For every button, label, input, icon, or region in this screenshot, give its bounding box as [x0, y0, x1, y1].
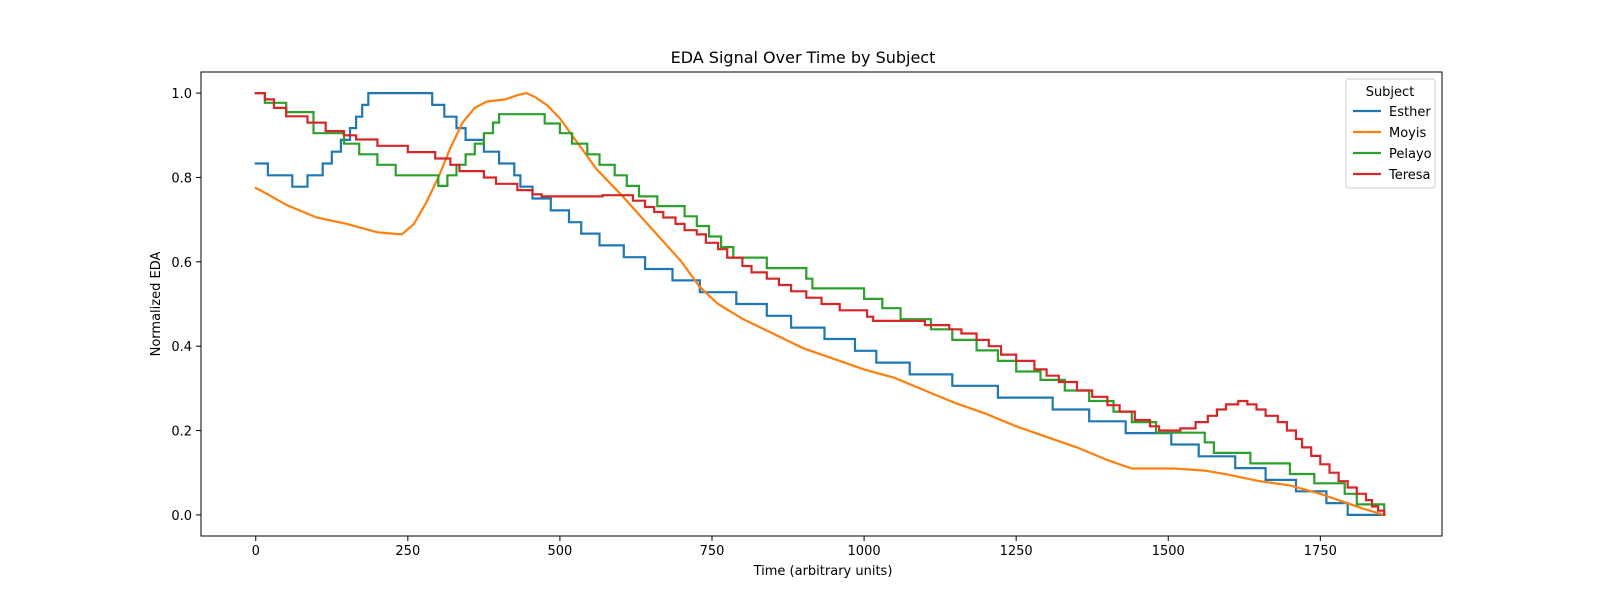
chart-title: EDA Signal Over Time by Subject: [671, 48, 936, 67]
y-tick-label: 0.2: [171, 425, 192, 440]
series-layer: [254, 91, 1386, 517]
x-tick-label: 250: [395, 544, 420, 559]
x-tick-label: 0: [252, 544, 260, 559]
y-axis-ticks: 0.0 0.2 0.4 0.6 0.8 1.0: [171, 87, 201, 524]
legend-label-moyis: Moyis: [1389, 126, 1426, 141]
y-tick-label: 0.8: [171, 171, 192, 186]
x-tick-label: 1000: [848, 544, 881, 559]
x-tick-label: 1250: [1000, 544, 1033, 559]
legend-entries: Esther Moyis Pelayo Teresa: [1353, 105, 1432, 183]
x-axis-label: Time (arbitrary units): [753, 564, 893, 579]
plot-frame: [200, 71, 1443, 537]
y-tick-label: 0.0: [171, 509, 192, 524]
legend-box: [1345, 78, 1436, 189]
series-line-pelayo: [254, 92, 1386, 516]
x-tick-label: 500: [548, 544, 573, 559]
series-line-moyis: [254, 91, 1386, 517]
y-tick-label: 0.6: [171, 256, 192, 271]
legend: Subject Esther Moyis Pelayo Teresa: [1345, 78, 1436, 189]
x-tick-label: 1750: [1304, 544, 1337, 559]
series-line-esther: [254, 92, 1386, 516]
x-tick-label: 1500: [1152, 544, 1185, 559]
x-tick-label: 750: [700, 544, 725, 559]
y-tick-label: 0.4: [171, 340, 192, 355]
legend-title: Subject: [1366, 85, 1415, 100]
y-axis-label: Normalized EDA: [149, 252, 164, 357]
legend-label-teresa: Teresa: [1388, 168, 1431, 183]
legend-label-pelayo: Pelayo: [1389, 147, 1432, 162]
legend-label-esther: Esther: [1389, 105, 1431, 120]
series-line-teresa: [254, 92, 1386, 516]
x-axis-ticks: 0 250 500 750 1000 1250 1500 1750: [252, 536, 1337, 559]
y-tick-label: 1.0: [171, 87, 192, 102]
